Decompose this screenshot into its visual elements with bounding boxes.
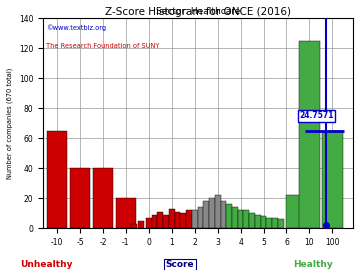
Bar <box>243 210 249 228</box>
Text: Unhealthy: Unhealthy <box>21 260 73 269</box>
Bar <box>146 218 152 228</box>
Bar <box>261 216 266 228</box>
Text: Healthy: Healthy <box>293 260 333 269</box>
Bar <box>287 195 300 228</box>
Bar <box>272 218 278 228</box>
Bar <box>138 221 144 228</box>
Bar <box>163 215 169 228</box>
Text: Score: Score <box>166 260 194 269</box>
Bar <box>322 131 343 228</box>
Bar <box>266 218 272 228</box>
Text: ©www.textbiz.org: ©www.textbiz.org <box>46 24 107 31</box>
Bar <box>169 209 175 228</box>
Bar <box>116 198 136 228</box>
Bar <box>69 168 90 228</box>
Bar <box>278 219 284 228</box>
Bar <box>209 198 215 228</box>
Text: 24.7571: 24.7571 <box>299 111 334 120</box>
Bar <box>47 131 67 228</box>
Bar <box>198 207 203 228</box>
Bar <box>238 210 243 228</box>
Y-axis label: Number of companies (670 total): Number of companies (670 total) <box>7 68 13 179</box>
Bar <box>215 195 221 228</box>
Bar <box>232 207 238 228</box>
Bar <box>186 210 192 228</box>
Bar <box>175 212 180 228</box>
Bar <box>93 168 113 228</box>
Bar <box>180 213 186 228</box>
Bar <box>131 224 137 228</box>
Title: Z-Score Histogram for ONCE (2016): Z-Score Histogram for ONCE (2016) <box>105 7 291 17</box>
Bar <box>299 40 320 228</box>
Text: Sector: Healthcare: Sector: Healthcare <box>156 7 240 16</box>
Text: The Research Foundation of SUNY: The Research Foundation of SUNY <box>46 43 160 49</box>
Bar <box>255 215 261 228</box>
Bar <box>249 213 255 228</box>
Bar <box>226 204 232 228</box>
Bar <box>157 212 163 228</box>
Bar <box>221 201 226 228</box>
Bar <box>203 201 209 228</box>
Bar <box>152 215 157 228</box>
Bar <box>192 210 198 228</box>
